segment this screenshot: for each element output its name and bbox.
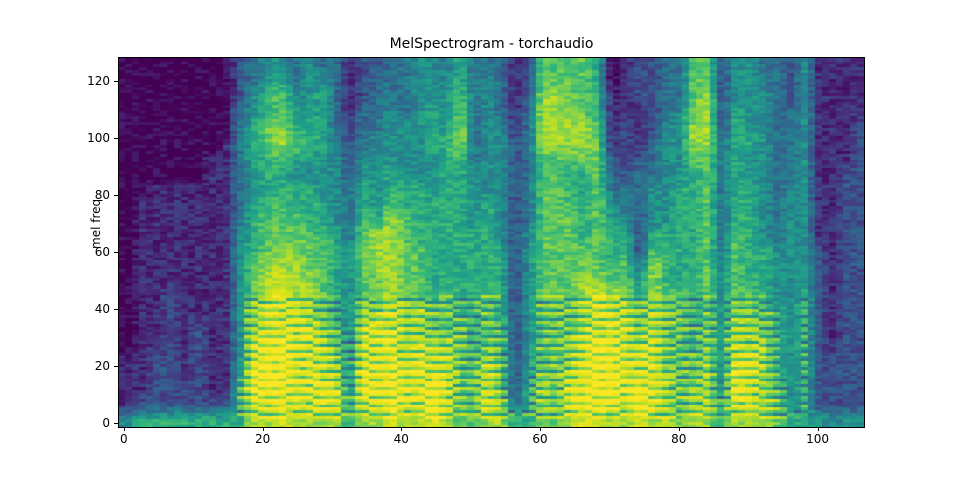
plot-area: [118, 57, 865, 428]
x-tick-mark: [123, 427, 125, 431]
x-tick-mark: [262, 427, 264, 431]
y-tick-mark: [114, 80, 118, 82]
y-tick-label: 80: [94, 187, 110, 202]
x-tick-mark: [817, 427, 819, 431]
y-tick-label: 60: [94, 244, 110, 259]
x-tick-mark: [678, 427, 680, 431]
chart-title: MelSpectrogram - torchaudio: [389, 36, 594, 52]
y-axis-label: mel freq: [89, 198, 104, 249]
x-tick-label: 0: [120, 432, 128, 446]
y-tick-mark: [114, 137, 118, 139]
x-tick-label: 40: [393, 432, 409, 446]
y-tick-mark: [114, 422, 118, 424]
y-tick-label: 120: [87, 73, 110, 88]
y-tick-mark: [114, 194, 118, 196]
x-tick-label: 20: [254, 432, 271, 446]
y-tick-mark: [114, 308, 118, 310]
x-tick-label: 100: [806, 432, 829, 446]
x-tick-label: 60: [532, 432, 548, 446]
y-tick-label: 0: [102, 415, 110, 430]
x-tick-mark: [401, 427, 403, 431]
spectrogram-heatmap: [119, 58, 864, 427]
x-tick-mark: [540, 427, 542, 431]
y-tick-mark: [114, 365, 118, 367]
y-tick-mark: [114, 251, 118, 253]
y-tick-label: 20: [94, 358, 110, 373]
y-tick-label: 100: [87, 130, 110, 145]
x-tick-label: 80: [671, 432, 687, 446]
y-tick-label: 40: [94, 301, 110, 316]
